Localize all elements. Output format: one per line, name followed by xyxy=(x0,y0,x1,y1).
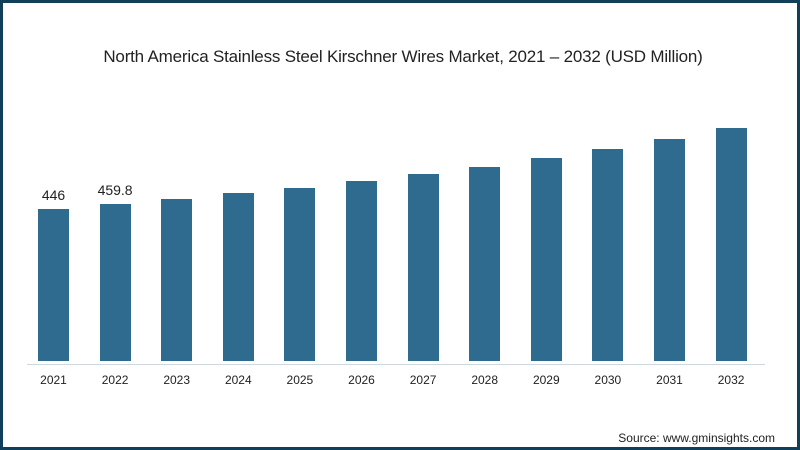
x-tick-2027: 2027 xyxy=(409,373,437,387)
x-tick-2022: 2022 xyxy=(101,373,129,387)
x-tick-2021: 2021 xyxy=(40,373,67,387)
bar-2029 xyxy=(530,157,562,361)
bar-2021 xyxy=(38,209,69,361)
bar-2030 xyxy=(592,149,624,361)
source-note: Source: www.gminsights.com xyxy=(618,431,775,445)
x-tick-2025: 2025 xyxy=(286,373,314,387)
bar-2031 xyxy=(654,139,685,361)
bar-2023 xyxy=(161,199,193,361)
x-tick-2028: 2028 xyxy=(471,373,499,387)
x-tick-2026: 2026 xyxy=(348,373,375,387)
bar-2022 xyxy=(99,204,131,361)
bar-2024 xyxy=(222,192,254,361)
data-label-2021: 446 xyxy=(41,187,66,203)
x-tick-2029: 2029 xyxy=(532,373,560,387)
x-tick-2030: 2030 xyxy=(594,373,622,387)
bar-2032 xyxy=(715,127,747,361)
x-tick-2032: 2032 xyxy=(717,373,745,387)
chart-title: North America Stainless Steel Kirschner … xyxy=(103,47,703,66)
x-axis-line xyxy=(27,364,765,365)
x-tick-2031: 2031 xyxy=(656,373,683,387)
bar-2025 xyxy=(284,187,316,361)
bar-2026 xyxy=(346,181,377,361)
bar-2027 xyxy=(407,173,439,361)
data-label-2022: 459.8 xyxy=(97,182,133,199)
x-tick-2023: 2023 xyxy=(163,373,191,387)
bar-2028 xyxy=(469,167,501,361)
x-tick-2024: 2024 xyxy=(224,373,252,387)
